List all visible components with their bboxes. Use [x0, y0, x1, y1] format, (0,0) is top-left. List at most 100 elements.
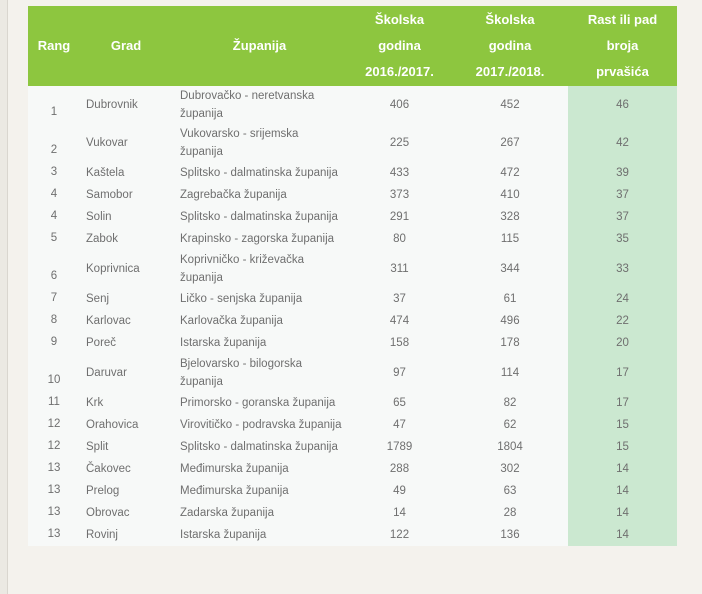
- year-2016-2017-cell: 97: [393, 367, 406, 379]
- table-row: 9 Poreč Istarska županija 158 178 20: [28, 332, 677, 354]
- city-cell: Daruvar: [86, 367, 127, 379]
- table-row: 5 Zabok Krapinsko - zagorska županija 80 115…: [28, 228, 677, 250]
- year-2016-2017-cell: 373: [389, 189, 410, 201]
- year-2017-2018-cell: 452: [500, 99, 520, 111]
- table-row: 3 Kaštela Splitsko - dalmatinska županija 4…: [28, 162, 677, 184]
- growth-cell: 15: [568, 414, 677, 436]
- year-2017-2018-cell: 472: [500, 167, 520, 179]
- county-cell: Vukovarsko - srijemska županija: [180, 128, 299, 158]
- rank-cell: 13: [47, 462, 61, 474]
- year-2016-2017-cell: 65: [393, 397, 406, 409]
- rank-cell: 9: [50, 336, 58, 348]
- city-cell: Kaštela: [86, 167, 125, 179]
- year-2017-2018-cell: 114: [500, 367, 520, 379]
- county-cell: Međimurska županija: [180, 463, 289, 475]
- year-2017-2018-cell: 61: [503, 293, 517, 305]
- table-row: 7 Senj Ličko - senjska županija 37 61 24: [28, 288, 677, 310]
- left-gutter: [0, 0, 8, 594]
- rank-cell: 6: [50, 270, 58, 282]
- year-2017-2018-cell: 496: [500, 315, 520, 327]
- table-row: 11 Krk Primorsko - goranska županija 65 82 17: [28, 392, 677, 414]
- year-2017-2018-cell: 136: [500, 529, 520, 541]
- city-cell: Vukovar: [86, 137, 128, 149]
- ranking-table-container: Rang Grad Županija Školska godina 2016./…: [28, 6, 677, 546]
- table-body: 1 Dubrovnik Dubrovačko - neretvanska župan…: [28, 86, 677, 546]
- city-cell: Solin: [86, 211, 112, 223]
- column-header-rang: Rang: [28, 6, 80, 86]
- year-2016-2017-cell: 1789: [386, 441, 413, 453]
- column-header-rast: Rast ili pad broja prvašića: [568, 6, 677, 86]
- column-header-zupanija: Županija: [172, 6, 347, 86]
- year-2017-2018-cell: 62: [503, 419, 517, 431]
- rank-cell: 12: [47, 440, 61, 452]
- county-cell: Koprivničko - križevačka županija: [180, 254, 304, 284]
- city-cell: Rovinj: [86, 529, 118, 541]
- growth-cell: 24: [568, 288, 677, 310]
- county-cell: Zadarska županija: [180, 507, 274, 519]
- year-2016-2017-cell: 291: [389, 211, 410, 223]
- year-2017-2018-cell: 1804: [497, 441, 523, 453]
- rank-cell: 2: [50, 144, 58, 156]
- growth-cell: 33: [568, 250, 677, 288]
- rank-cell: 3: [50, 166, 58, 178]
- column-header-year-2017-2018: Školska godina 2017./2018.: [452, 6, 568, 86]
- growth-cell: 46: [568, 86, 677, 124]
- rank-cell: 13: [47, 506, 61, 518]
- year-2017-2018-cell: 410: [500, 189, 520, 201]
- header-row: Rang Grad Županija Školska godina 2016./…: [28, 6, 677, 86]
- growth-cell: 37: [568, 206, 677, 228]
- table-row: 4 Solin Splitsko - dalmatinska županija 291…: [28, 206, 677, 228]
- year-2017-2018-cell: 302: [500, 463, 520, 475]
- county-cell: Istarska županija: [180, 529, 267, 541]
- table-row: 10 Daruvar Bjelovarsko - bilogorska župani…: [28, 354, 677, 392]
- city-cell: Split: [86, 441, 109, 453]
- table-row: 4 Samobor Zagrebačka županija 373 410 37: [28, 184, 677, 206]
- city-cell: Prelog: [86, 485, 120, 497]
- city-cell: Orahovica: [86, 419, 139, 431]
- year-2016-2017-cell: 311: [390, 263, 409, 275]
- growth-cell: 35: [568, 228, 677, 250]
- table-row: 1 Dubrovnik Dubrovačko - neretvanska župan…: [28, 86, 677, 124]
- year-2016-2017-cell: 14: [393, 507, 406, 519]
- rank-cell: 12: [47, 418, 61, 430]
- rank-cell: 13: [47, 528, 61, 540]
- county-cell: Zagrebačka županija: [180, 189, 287, 201]
- year-2016-2017-cell: 288: [389, 463, 410, 475]
- table-row: 6 Koprivnica Koprivničko - križevačka župa…: [28, 250, 677, 288]
- growth-cell: 17: [568, 392, 677, 414]
- county-cell: Karlovačka županija: [180, 315, 283, 327]
- growth-cell: 15: [568, 436, 677, 458]
- county-cell: Splitsko - dalmatinska županija: [180, 441, 338, 453]
- year-2016-2017-cell: 474: [389, 315, 410, 327]
- rank-cell: 4: [50, 188, 58, 200]
- year-2017-2018-cell: 82: [503, 397, 517, 409]
- year-2017-2018-cell: 28: [503, 507, 517, 519]
- rank-cell: 1: [50, 106, 58, 118]
- table-row: 12 Split Splitsko - dalmatinska županija 17…: [28, 436, 677, 458]
- column-header-year-2016-2017: Školska godina 2016./2017.: [347, 6, 452, 86]
- year-2016-2017-cell: 37: [393, 293, 406, 305]
- year-2016-2017-cell: 49: [393, 485, 406, 497]
- rank-cell: 4: [50, 210, 58, 222]
- rank-cell: 7: [50, 292, 58, 304]
- county-cell: Istarska županija: [180, 337, 267, 349]
- growth-cell: 22: [568, 310, 677, 332]
- year-2017-2018-cell: 178: [500, 337, 520, 349]
- table-row: 12 Orahovica Virovitičko - podravska župan…: [28, 414, 677, 436]
- table-row: 13 Rovinj Istarska županija 122 136 14: [28, 524, 677, 546]
- city-cell: Čakovec: [86, 463, 131, 475]
- city-cell: Koprivnica: [86, 263, 140, 275]
- growth-cell: 14: [568, 480, 677, 502]
- city-cell: Senj: [86, 293, 110, 305]
- year-2017-2018-cell: 328: [500, 211, 520, 223]
- county-cell: Bjelovarsko - bilogorska županija: [180, 358, 303, 388]
- city-cell: Karlovac: [86, 315, 131, 327]
- rank-cell: 11: [48, 396, 60, 408]
- ranking-table: Rang Grad Županija Školska godina 2016./…: [28, 6, 677, 546]
- rank-cell: 13: [47, 484, 61, 496]
- city-cell: Obrovac: [86, 507, 130, 519]
- year-2016-2017-cell: 158: [389, 337, 410, 349]
- growth-cell: 39: [568, 162, 677, 184]
- county-cell: Krapinsko - zagorska županija: [180, 233, 335, 245]
- growth-cell: 17: [568, 354, 677, 392]
